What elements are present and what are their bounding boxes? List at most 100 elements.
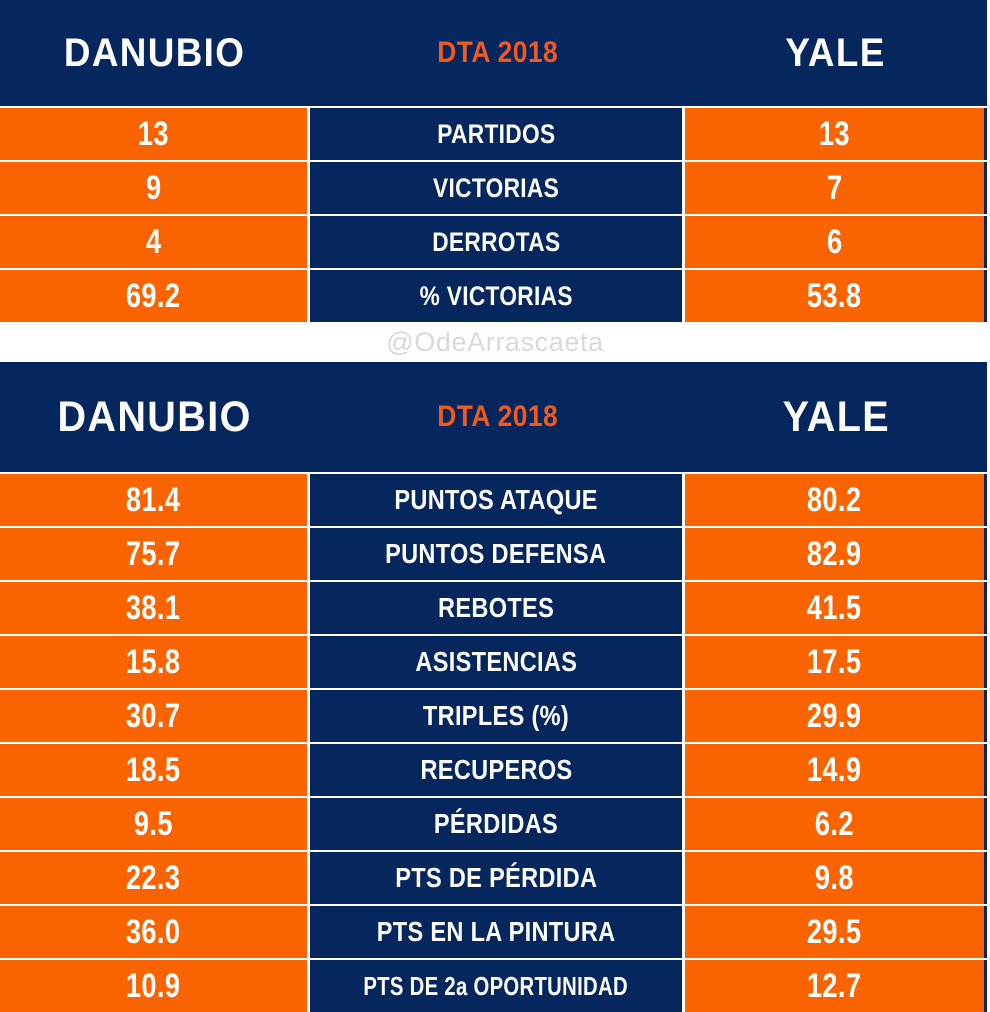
value-text: 6 — [826, 223, 843, 261]
table-row: 75.7 PUNTOS DEFENSA 82.9 — [0, 526, 987, 580]
label-text: PUNTOS DEFENSA — [385, 538, 607, 569]
row-value-right: 6 — [682, 216, 984, 268]
row-value-right: 82.9 — [682, 528, 984, 580]
value-text: 38.1 — [126, 589, 181, 627]
value-text: 13 — [818, 115, 851, 153]
row-label: TRIPLES (%) — [310, 690, 682, 742]
label-text: VICTORIAS — [432, 172, 560, 203]
header-team-yale: YALE — [685, 0, 987, 106]
row-label: % VICTORIAS — [310, 270, 682, 322]
row-value-right: 80.2 — [682, 474, 984, 526]
label-text: PARTIDOS — [436, 118, 556, 149]
row-label: REBOTES — [310, 582, 682, 634]
table-row: 30.7 TRIPLES (%) 29.9 — [0, 688, 987, 742]
row-value-right: 29.5 — [682, 906, 984, 958]
row-label: PÉRDIDAS — [310, 798, 682, 850]
row-value-left: 9 — [0, 162, 310, 214]
row-label: PTS DE 2a OPORTUNIDAD — [310, 960, 682, 1012]
row-value-left: 10.9 — [0, 960, 310, 1012]
row-value-right: 12.7 — [682, 960, 984, 1012]
row-value-right: 53.8 — [682, 270, 984, 322]
value-text: 30.7 — [126, 697, 181, 735]
league-label: DTA 2018 — [437, 400, 558, 433]
table-row: 69.2 % VICTORIAS 53.8 — [0, 268, 987, 322]
value-text: 15.8 — [126, 643, 181, 681]
table-row: 38.1 REBOTES 41.5 — [0, 580, 987, 634]
value-text: 80.2 — [807, 481, 862, 519]
table-row: 9.5 PÉRDIDAS 6.2 — [0, 796, 987, 850]
stats-rows: 81.4 PUNTOS ATAQUE 80.2 75.7 PUNTOS DEFE… — [0, 472, 987, 1012]
row-label: PTS DE PÉRDIDA — [310, 852, 682, 904]
label-text: RECUPEROS — [419, 754, 573, 785]
value-text: 18.5 — [126, 751, 181, 789]
value-text: 69.2 — [126, 277, 181, 315]
row-value-right: 14.9 — [682, 744, 984, 796]
header-team-danubio: DANUBIO — [0, 0, 310, 106]
row-label: PUNTOS ATAQUE — [310, 474, 682, 526]
value-text: 82.9 — [807, 535, 862, 573]
record-table: DANUBIO DTA 2018 YALE 13 PARTIDOS 13 — [0, 0, 987, 322]
header-team-yale: YALE — [685, 362, 987, 472]
row-label: PTS EN LA PINTURA — [310, 906, 682, 958]
row-value-right: 7 — [682, 162, 984, 214]
value-text: 7 — [826, 169, 843, 207]
value-text: 6.2 — [814, 805, 854, 843]
value-text: 29.9 — [807, 697, 862, 735]
value-text: 10.9 — [126, 967, 181, 1005]
row-value-left: 69.2 — [0, 270, 310, 322]
table-row: 36.0 PTS EN LA PINTURA 29.5 — [0, 904, 987, 958]
value-text: 13 — [137, 115, 170, 153]
row-label: VICTORIAS — [310, 162, 682, 214]
row-value-left: 75.7 — [0, 528, 310, 580]
stats-table-header: DANUBIO DTA 2018 YALE — [0, 362, 987, 472]
value-text: 75.7 — [126, 535, 181, 573]
header-team-danubio: DANUBIO — [0, 362, 310, 472]
label-text: ASISTENCIAS — [415, 646, 577, 677]
header-league: DTA 2018 — [310, 0, 685, 106]
watermark-band: @OdeArrascaeta — [0, 322, 990, 362]
value-text: 53.8 — [807, 277, 862, 315]
table-row: 22.3 PTS DE PÉRDIDA 9.8 — [0, 850, 987, 904]
table-row: 13 PARTIDOS 13 — [0, 106, 987, 160]
label-text: DERROTAS — [431, 226, 561, 257]
watermark-text: @OdeArrascaeta — [386, 326, 604, 357]
label-text: PTS EN LA PINTURA — [376, 916, 616, 947]
value-text: 4 — [145, 223, 162, 261]
row-value-left: 18.5 — [0, 744, 310, 796]
value-text: 22.3 — [126, 859, 181, 897]
team-right-label: YALE — [782, 392, 890, 441]
row-label: ASISTENCIAS — [310, 636, 682, 688]
value-text: 9.8 — [814, 859, 854, 897]
value-text: 81.4 — [126, 481, 181, 519]
value-text: 36.0 — [126, 913, 181, 951]
value-text: 14.9 — [807, 751, 862, 789]
table-row: 10.9 PTS DE 2a OPORTUNIDAD 12.7 — [0, 958, 987, 1012]
label-text: PUNTOS ATAQUE — [394, 484, 598, 515]
row-value-left: 15.8 — [0, 636, 310, 688]
stats-table: DANUBIO DTA 2018 YALE 81.4 PUNTOS ATAQUE… — [0, 362, 987, 1012]
row-value-left: 81.4 — [0, 474, 310, 526]
row-value-right: 29.9 — [682, 690, 984, 742]
row-value-left: 22.3 — [0, 852, 310, 904]
team-left-label: DANUBIO — [57, 392, 253, 441]
team-left-label: DANUBIO — [64, 30, 246, 75]
value-text: 41.5 — [807, 589, 862, 627]
table-row: 15.8 ASISTENCIAS 17.5 — [0, 634, 987, 688]
label-text: PTS DE 2a OPORTUNIDAD — [363, 971, 629, 1001]
value-text: 9 — [145, 169, 162, 207]
label-text: PÉRDIDAS — [433, 808, 559, 839]
row-value-right: 9.8 — [682, 852, 984, 904]
value-text: 9.5 — [133, 805, 173, 843]
row-value-right: 17.5 — [682, 636, 984, 688]
row-label: PUNTOS DEFENSA — [310, 528, 682, 580]
table-row: 81.4 PUNTOS ATAQUE 80.2 — [0, 472, 987, 526]
record-table-header: DANUBIO DTA 2018 YALE — [0, 0, 987, 106]
row-value-left: 38.1 — [0, 582, 310, 634]
table-row: 4 DERROTAS 6 — [0, 214, 987, 268]
value-text: 17.5 — [807, 643, 862, 681]
row-value-left: 36.0 — [0, 906, 310, 958]
team-right-label: YALE — [785, 30, 887, 75]
row-value-left: 30.7 — [0, 690, 310, 742]
league-label: DTA 2018 — [437, 36, 558, 69]
value-text: 12.7 — [807, 967, 862, 1005]
